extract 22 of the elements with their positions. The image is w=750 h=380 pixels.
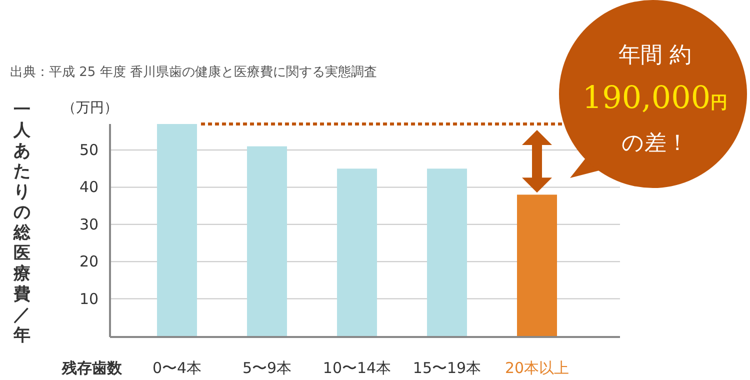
text: 年間 約 — [618, 43, 692, 68]
bar — [337, 168, 377, 336]
text: （万円） — [62, 100, 118, 116]
x-tick-label: 10〜14本 — [322, 359, 392, 377]
y-tick-label: 40 — [79, 178, 99, 196]
x-tick-label: 0〜4本 — [152, 359, 202, 377]
x-tick-label: 20本以上 — [504, 359, 570, 377]
text: 190,000円 — [582, 80, 728, 116]
x-tick-label: 15〜19本 — [412, 359, 482, 377]
text: の差！ — [622, 131, 688, 156]
source-note: 出典：平成 25 年度 香川県歯の健康と医療費に関する実態調査 — [10, 64, 377, 80]
x-tick-label: 5〜9本 — [242, 359, 292, 377]
bar — [517, 194, 557, 336]
text: 一人あたりの総医療費／年 — [14, 100, 30, 346]
y-tick-label: 10 — [79, 290, 99, 308]
x-axis-title: 残存歯数 — [61, 359, 123, 377]
bar — [427, 168, 467, 336]
bar — [157, 124, 197, 336]
y-tick-label: 20 — [79, 252, 99, 271]
y-tick-label: 50 — [79, 141, 99, 160]
y-tick-label: 30 — [79, 215, 99, 234]
bar — [247, 146, 287, 336]
